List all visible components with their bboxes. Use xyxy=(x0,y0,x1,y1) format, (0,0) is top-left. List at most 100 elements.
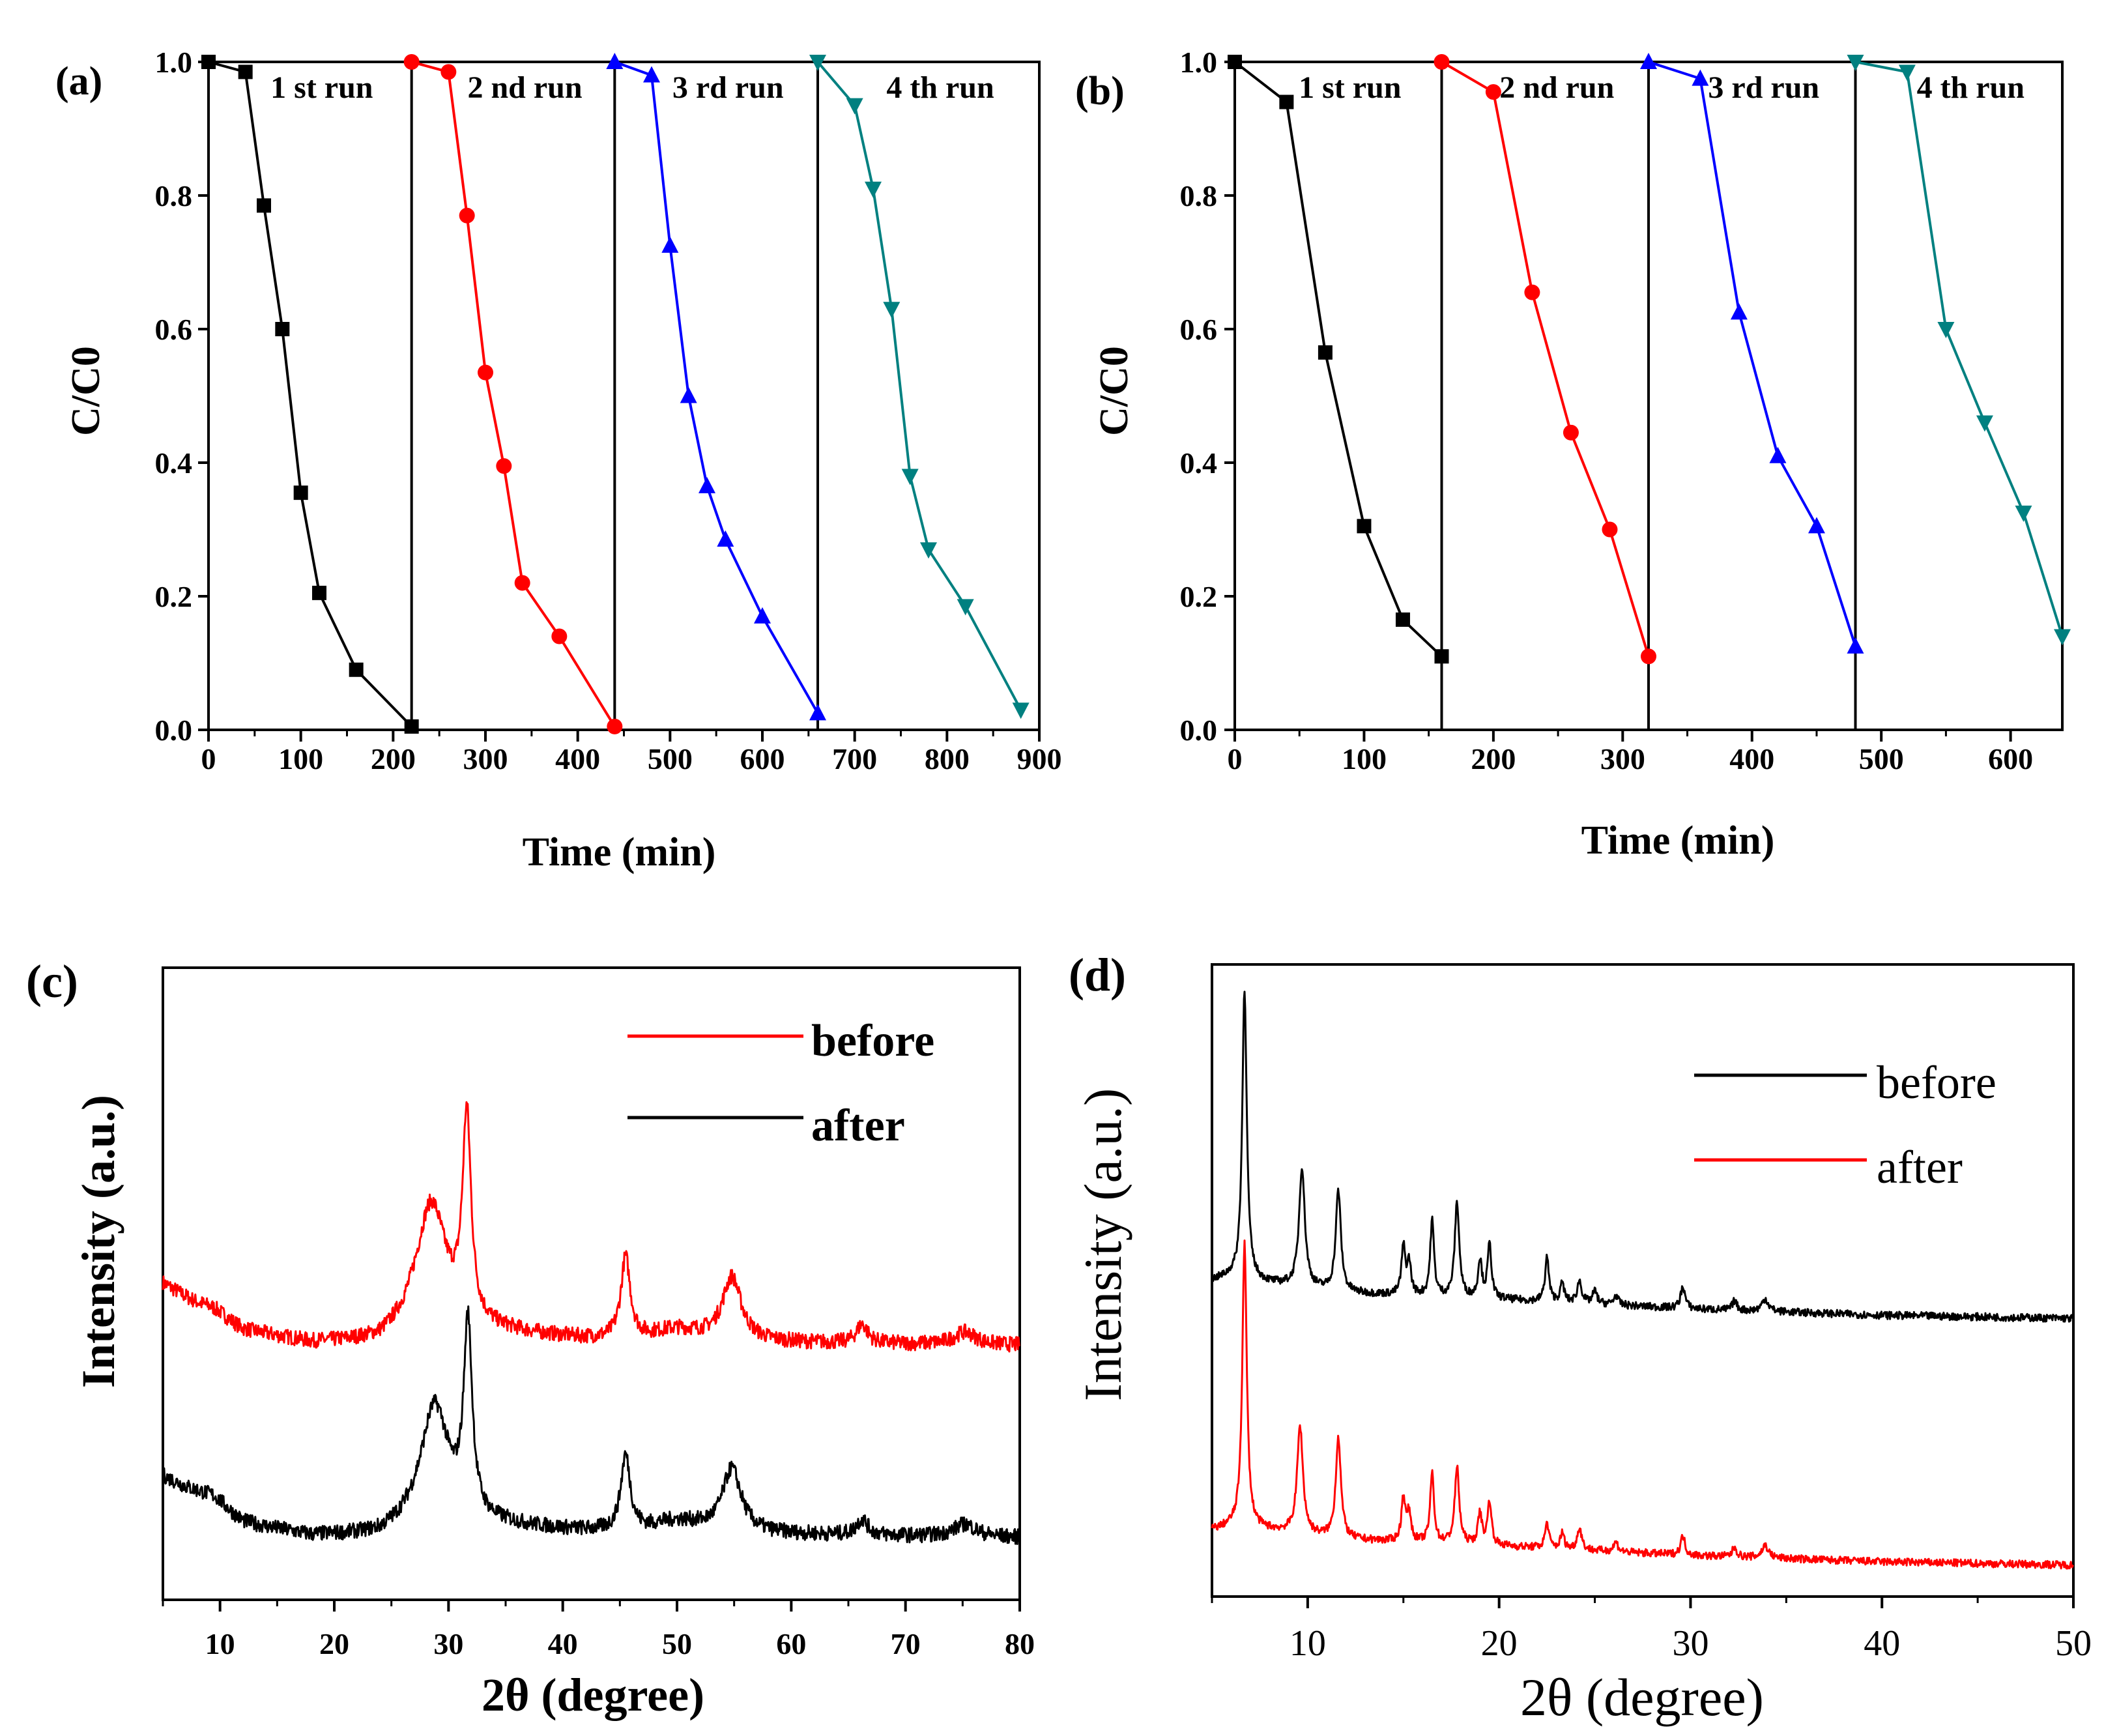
panel-label-a: (a) xyxy=(55,59,102,104)
data-point xyxy=(606,53,624,69)
data-point xyxy=(920,542,937,559)
run-label: 4 th run xyxy=(1917,70,2025,105)
series-line-2 xyxy=(411,61,616,727)
panel-a-xtick-label: 700 xyxy=(832,742,877,775)
data-point xyxy=(607,718,623,734)
panel-b-xlabel: Time (min) xyxy=(1581,818,1775,863)
xrd-pattern-after xyxy=(1211,1239,2075,1570)
panel-d-xtick-label: 30 xyxy=(1672,1623,1708,1664)
series-line-2 xyxy=(1441,61,1650,657)
series-line-1 xyxy=(1233,61,1443,658)
data-point xyxy=(661,236,679,253)
panel-a-ytick-label: 0.8 xyxy=(155,179,193,212)
data-point xyxy=(440,64,457,80)
panel-d-xtick-label: 50 xyxy=(2055,1623,2092,1664)
data-point xyxy=(643,66,660,83)
panel-c-xlabel: 2θ (degree) xyxy=(482,1669,704,1721)
panel-c-xtick-label: 20 xyxy=(319,1627,349,1660)
xrd-pattern-before xyxy=(162,1101,1020,1353)
panel-c-xtick-label: 60 xyxy=(776,1627,806,1660)
panel-a-plot-frame xyxy=(207,61,1041,731)
panel-a-ytick-label: 0.4 xyxy=(155,446,193,480)
panel-b-xtick-label: 300 xyxy=(1600,742,1645,775)
data-point xyxy=(809,704,826,721)
series-line-3 xyxy=(1648,61,1857,647)
data-point xyxy=(1847,637,1864,654)
data-point xyxy=(1602,521,1618,538)
data-point xyxy=(1808,517,1825,534)
data-point xyxy=(809,55,826,71)
panel-c-xtick-label: 80 xyxy=(1005,1627,1035,1660)
panel-b-ytick-label: 0.2 xyxy=(1180,580,1218,613)
panel-a-xtick-label: 500 xyxy=(648,742,693,775)
data-point xyxy=(717,530,734,547)
panel-d-ylabel: Intensity (a.u.) xyxy=(1073,1088,1132,1401)
panel-c-xtick-label: 30 xyxy=(433,1627,463,1660)
legend-c-after-label: after xyxy=(811,1101,905,1151)
data-point xyxy=(1641,648,1656,665)
data-point xyxy=(865,181,882,198)
data-point xyxy=(1898,65,1916,81)
data-point xyxy=(1012,702,1030,719)
data-point xyxy=(1357,519,1372,534)
data-point xyxy=(1434,54,1450,70)
run-label: 3 rd run xyxy=(1708,70,1819,105)
data-point xyxy=(312,585,326,600)
data-point xyxy=(1730,303,1748,320)
data-point xyxy=(404,719,419,734)
run-label: 3 rd run xyxy=(672,70,784,105)
panel-label-c: (c) xyxy=(26,955,78,1007)
data-point xyxy=(1395,612,1410,627)
xrd-pattern-before xyxy=(1211,991,2075,1323)
panel-a-xlabel: Time (min) xyxy=(523,830,716,875)
data-point xyxy=(901,469,919,485)
data-point xyxy=(846,98,863,115)
panel-c-xtick-label: 70 xyxy=(891,1627,921,1660)
series-line-4 xyxy=(1855,61,2064,637)
run-label: 4 th run xyxy=(886,70,994,105)
panel-a-ylabel: C/C0 xyxy=(64,346,108,436)
legend-c-before-label: before xyxy=(811,1016,934,1066)
legend-d-after-label: after xyxy=(1877,1141,1963,1193)
data-point xyxy=(201,55,216,69)
panel-a-ytick-label: 0.2 xyxy=(155,580,193,613)
data-point xyxy=(1563,424,1579,441)
data-point xyxy=(403,54,420,70)
run-label: 1 st run xyxy=(1299,70,1401,105)
data-point xyxy=(551,628,568,644)
panel-b-xtick-label: 0 xyxy=(1228,742,1243,775)
data-point xyxy=(680,386,697,403)
data-point xyxy=(2015,505,2032,522)
panel-a-xtick-label: 300 xyxy=(463,742,508,775)
panel-b-ytick-label: 0.0 xyxy=(1180,714,1218,747)
run-label: 1 st run xyxy=(270,70,373,105)
series-line-1 xyxy=(208,61,413,728)
panel-a-xtick-label: 800 xyxy=(925,742,970,775)
panel-c-xtick-label: 10 xyxy=(205,1627,235,1660)
data-point xyxy=(754,607,771,624)
panel-d-xtick-label: 40 xyxy=(1864,1623,1900,1664)
data-point xyxy=(1847,55,1864,71)
panel-a-ytick-label: 1.0 xyxy=(155,46,193,79)
data-point xyxy=(275,322,290,336)
run-label: 2 nd run xyxy=(467,70,582,105)
data-point xyxy=(1524,284,1540,300)
panel-b-xtick-label: 100 xyxy=(1342,742,1387,775)
data-point xyxy=(1640,53,1657,69)
panel-a-xtick-label: 400 xyxy=(555,742,600,775)
xrd-pattern-after xyxy=(162,1305,1021,1545)
panel-b-ylabel: C/C0 xyxy=(1092,346,1136,436)
data-point xyxy=(1937,322,1955,338)
panel-c-xtick-label: 40 xyxy=(548,1627,578,1660)
panel-b-ytick-label: 1.0 xyxy=(1180,46,1218,79)
data-point xyxy=(514,575,530,591)
panel-label-b: (b) xyxy=(1075,69,1125,113)
data-point xyxy=(2054,629,2071,646)
panel-b-ytick-label: 0.6 xyxy=(1180,313,1218,346)
panel-a-xtick-label: 200 xyxy=(371,742,416,775)
data-point xyxy=(257,198,271,213)
panel-b-xtick-label: 200 xyxy=(1471,742,1516,775)
panel-b-xtick-label: 500 xyxy=(1859,742,1904,775)
series-line-4 xyxy=(816,61,1022,711)
